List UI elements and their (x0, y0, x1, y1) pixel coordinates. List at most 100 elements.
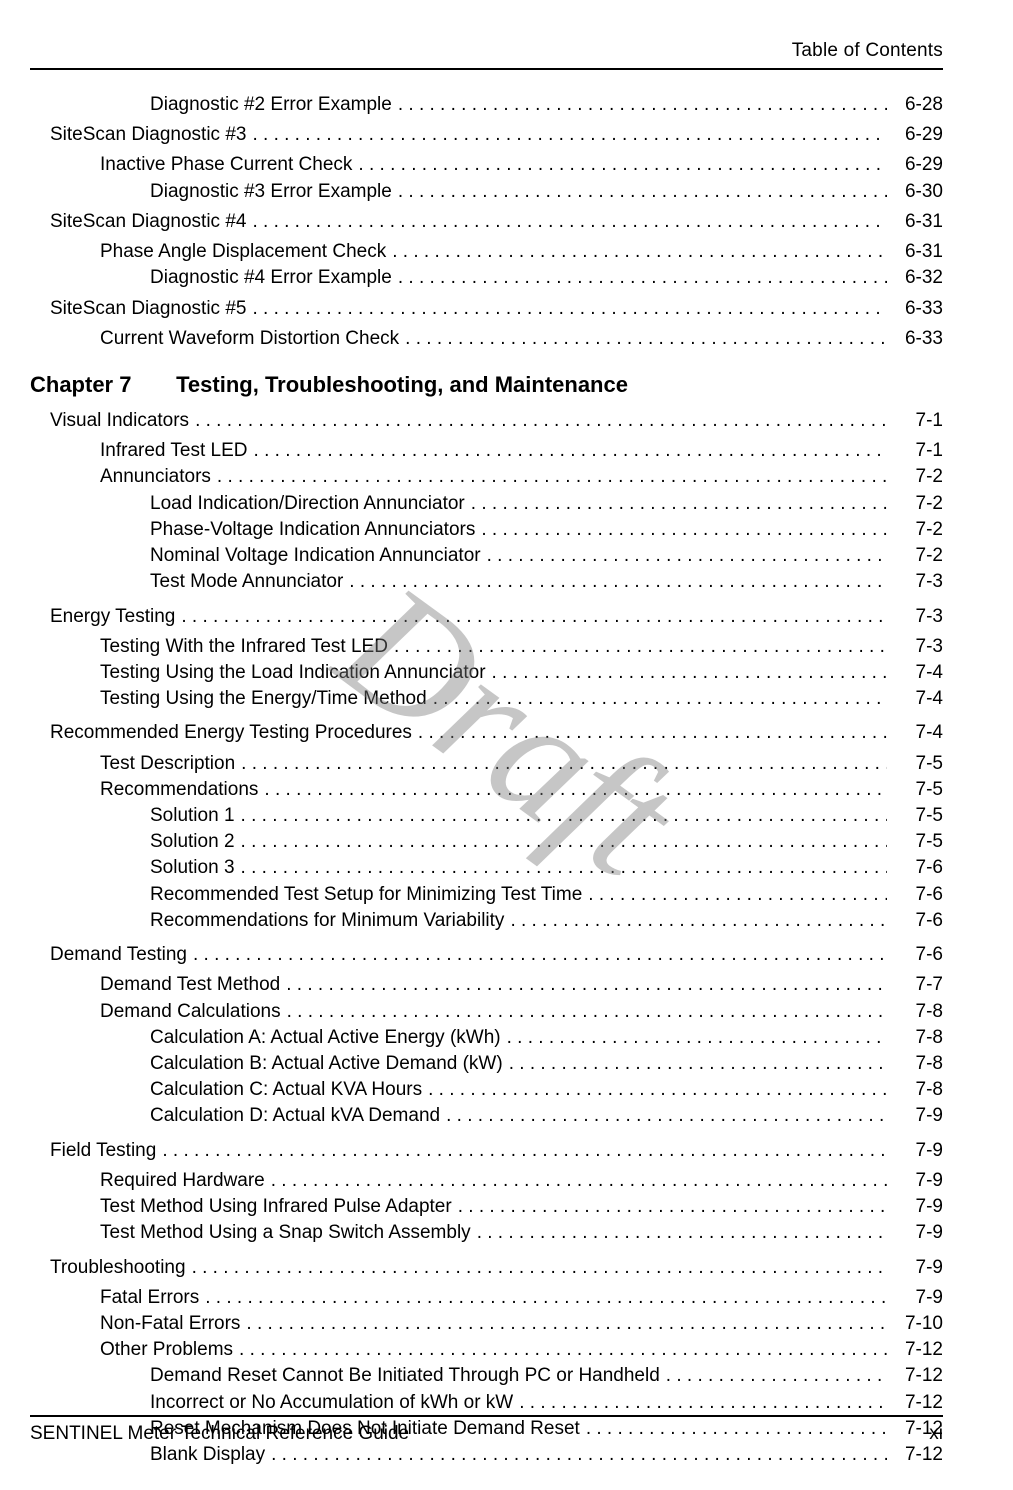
toc-entry-page: 7-2 (893, 464, 943, 490)
toc-entry-page: 7-10 (893, 1311, 943, 1337)
toc-leader-dots (446, 1103, 887, 1129)
toc-entry-page: 6-33 (893, 296, 943, 322)
toc-entry: Demand Calculations 7-8 (30, 999, 943, 1025)
toc-entry-page: 6-31 (893, 209, 943, 235)
toc-leader-dots (398, 179, 887, 205)
toc-leader-dots (287, 999, 887, 1025)
toc-entry: Required Hardware 7-9 (30, 1168, 943, 1194)
toc-entry-page: 7-9 (893, 1220, 943, 1246)
toc-entry-page: 6-31 (893, 239, 943, 265)
toc-entry-page: 7-12 (893, 1337, 943, 1363)
toc-leader-dots (507, 1025, 887, 1051)
toc-entry: Diagnostic #2 Error Example6-28 (30, 92, 943, 118)
toc-entry: Inactive Phase Current Check6-29 (30, 152, 943, 178)
toc-entry-title: Test Description (100, 751, 235, 777)
toc-leader-dots (349, 569, 887, 595)
toc-entry: Demand Testing7-6 (30, 942, 943, 968)
toc-entry: Energy Testing 7-3 (30, 604, 943, 630)
toc-leader-dots (394, 634, 887, 660)
toc-entry-page: 7-12 (893, 1442, 943, 1468)
toc-entry-page: 7-5 (893, 829, 943, 855)
toc-entry: Test Method Using Infrared Pulse Adapter… (30, 1194, 943, 1220)
toc-leader-dots (471, 491, 887, 517)
toc-entry-page: 7-9 (893, 1138, 943, 1164)
toc-entry-page: 7-4 (893, 660, 943, 686)
toc-entry-page: 6-33 (893, 326, 943, 352)
toc-entry: Current Waveform Distortion Check6-33 (30, 326, 943, 352)
toc-entry: Infrared Test LED7-1 (30, 438, 943, 464)
toc-entry: Testing With the Infrared Test LED 7-3 (30, 634, 943, 660)
toc-leader-dots (666, 1363, 887, 1389)
toc-entry: Troubleshooting7-9 (30, 1255, 943, 1281)
toc-gap (30, 712, 943, 720)
toc-entry: Solution 2 7-5 (30, 829, 943, 855)
toc-entry-title: Fatal Errors (100, 1285, 199, 1311)
toc-leader-dots (205, 1285, 887, 1311)
toc-entry: Visual Indicators7-1 (30, 408, 943, 434)
toc-leader-dots (519, 1390, 887, 1416)
toc-entry: Calculation D: Actual kVA Demand7-9 (30, 1103, 943, 1129)
toc-entry-page: 7-6 (893, 855, 943, 881)
toc-entry: Blank Display7-12 (30, 1442, 943, 1468)
toc-leader-dots (217, 464, 887, 490)
toc-entry-title: Other Problems (100, 1337, 233, 1363)
footer: SENTINEL Meter Technical Reference Guide… (30, 1415, 943, 1445)
toc-entry-title: Solution 2 (150, 829, 235, 855)
toc-entry: Field Testing7-9 (30, 1138, 943, 1164)
toc-entry-page: 7-1 (893, 438, 943, 464)
toc-entry-title: Testing Using the Load Indication Annunc… (100, 660, 486, 686)
toc-entry-page: 7-9 (893, 1255, 943, 1281)
toc-leader-dots (193, 942, 887, 968)
toc-entry: Recommended Energy Testing Procedures7-4 (30, 720, 943, 746)
toc-entry-page: 7-9 (893, 1285, 943, 1311)
toc-entry: Nominal Voltage Indication Annunciator7-… (30, 543, 943, 569)
toc-entry-page: 7-12 (893, 1390, 943, 1416)
toc-entry-title: Demand Calculations (100, 999, 281, 1025)
toc-leader-dots (392, 239, 887, 265)
toc-leader-dots (286, 972, 887, 998)
toc-entry: Test Method Using a Snap Switch Assembly… (30, 1220, 943, 1246)
toc-entry-title: Solution 1 (150, 803, 235, 829)
toc-entry: Solution 37-6 (30, 855, 943, 881)
toc-entry: Load Indication/Direction Annunciator7-2 (30, 491, 943, 517)
toc-entry-title: Recommended Energy Testing Procedures (50, 720, 412, 746)
toc-entry-title: Energy Testing (50, 604, 175, 630)
toc-entry-page: 6-29 (893, 152, 943, 178)
toc-entry-title: Testing With the Infrared Test LED (100, 634, 388, 660)
toc-entry-title: Annunciators (100, 464, 211, 490)
toc-entry-title: Required Hardware (100, 1168, 265, 1194)
toc-entry-page: 7-9 (893, 1168, 943, 1194)
toc-leader-dots (492, 660, 887, 686)
header-rule (30, 68, 943, 70)
toc-entry: Phase Angle Displacement Check6-31 (30, 239, 943, 265)
toc-entry: Testing Using the Energy/Time Method7-4 (30, 686, 943, 712)
toc-entry-page: 6-28 (893, 92, 943, 118)
toc-entry-page: 6-30 (893, 179, 943, 205)
toc-leader-dots (195, 408, 887, 434)
toc-entry: Diagnostic #3 Error Example6-30 (30, 179, 943, 205)
toc-entry: Demand Reset Cannot Be Initiated Through… (30, 1363, 943, 1389)
toc-entry-title: Load Indication/Direction Annunciator (150, 491, 465, 517)
toc-entry-title: Recommendations (100, 777, 258, 803)
toc-entry-page: 7-8 (893, 1077, 943, 1103)
toc-entry-page: 7-3 (893, 604, 943, 630)
toc-entry-page: 6-29 (893, 122, 943, 148)
toc-leader-dots (509, 1051, 887, 1077)
toc-entry-title: Non-Fatal Errors (100, 1311, 240, 1337)
toc-entry-title: SiteScan Diagnostic #5 (50, 296, 246, 322)
toc-entry-title: SiteScan Diagnostic #3 (50, 122, 246, 148)
toc-entry-page: 7-3 (893, 634, 943, 660)
toc-entry-page: 7-8 (893, 999, 943, 1025)
toc-leader-dots (162, 1138, 887, 1164)
toc-gap (30, 1130, 943, 1138)
toc-entry-title: Demand Reset Cannot Be Initiated Through… (150, 1363, 660, 1389)
toc-entry: Test Description7-5 (30, 751, 943, 777)
toc-leader-dots (241, 751, 887, 777)
footer-left: SENTINEL Meter Technical Reference Guide (30, 1423, 409, 1445)
toc-entry: Non-Fatal Errors 7-10 (30, 1311, 943, 1337)
toc-leader-dots (181, 604, 887, 630)
toc-entry-page: 7-6 (893, 882, 943, 908)
toc-entry: Annunciators 7-2 (30, 464, 943, 490)
toc-entry-page: 7-6 (893, 908, 943, 934)
toc-entry-title: Testing Using the Energy/Time Method (100, 686, 427, 712)
